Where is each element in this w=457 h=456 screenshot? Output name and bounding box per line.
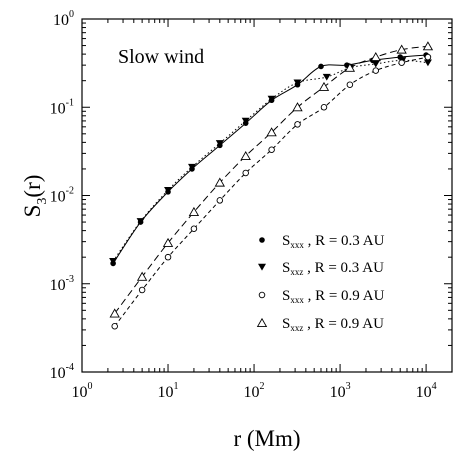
legend-label-1: Sxxx , R = 0.3 AU [282,233,385,250]
data-point-series-4 [136,271,148,281]
data-point-series-4 [109,308,120,318]
legend-entry-3: Sxxx , R = 0.9 AU [258,288,385,305]
data-point-series-3 [138,286,146,294]
legend: Sxxx , R = 0.3 AU Sxxz , R = 0.3 AU Sxxx ,… [256,233,385,333]
legend-marker-2 [258,263,266,271]
fit-line-series-2 [112,59,428,262]
legend-label-4: Sxxz , R = 0.9 AU [282,316,384,333]
data-point-series-4 [396,44,407,54]
x-axis-label: r (Mm) [233,426,300,451]
y-axis-label-sub: 3 [35,198,50,205]
data-point-series-1 [318,63,324,70]
data-point-series-3 [346,81,354,88]
data-point-series-3 [190,225,198,232]
data-point-series-2 [188,163,197,171]
y-tick-label: 10-1 [50,97,74,117]
legend-entry-4: Sxxz , R = 0.9 AU [256,316,384,333]
data-point-series-3 [268,146,275,153]
data-point-series-3 [398,59,405,66]
legend-marker-4 [256,317,268,327]
x-tick-label: 100 [72,381,93,401]
data-point-series-2 [371,60,380,68]
data-point-series-4 [422,41,434,51]
data-point-series-3 [294,121,301,128]
annotation-slow-wind: Slow wind [118,46,204,68]
data-point-series-2 [322,73,331,81]
data-point-series-2 [267,95,276,103]
y-tick-label: 10-4 [50,362,74,382]
y-tick-label: 100 [53,9,74,29]
x-tick-label: 101 [158,381,179,401]
data-point-series-3 [320,103,328,111]
y-axis-label-main: S [20,205,45,218]
legend-label-3: Sxxx , R = 0.9 AU [282,288,385,305]
data-point-series-2 [215,140,224,147]
data-point-series-3 [242,169,249,177]
legend-marker-1 [259,237,265,243]
data-point-series-3 [372,67,380,74]
data-point-series-4 [162,237,174,247]
data-point-series-4 [188,206,200,216]
data-point-series-2 [423,59,432,67]
data-points [109,41,434,330]
x-tick-label: 102 [244,381,265,401]
data-point-series-4 [318,81,330,91]
y-tick-label: 10-2 [50,186,74,206]
legend-entry-1: Sxxx , R = 0.3 AU [259,233,385,250]
data-point-series-2 [109,258,118,265]
data-point-series-2 [293,79,302,87]
axis-ticks [81,18,453,373]
y-tick-label: 10-3 [50,274,74,294]
legend-label-2: Sxxz , R = 0.3 AU [282,260,384,277]
fit-curves [112,45,429,327]
data-point-series-2 [241,117,250,125]
data-point-series-3 [216,197,224,204]
data-point-series-4 [344,62,356,72]
plot-frame [81,18,453,373]
data-point-series-2 [136,218,145,225]
x-tick-label: 103 [330,381,351,401]
data-point-series-4 [240,150,251,161]
data-point-series-3 [424,53,432,61]
data-point-series-4 [292,102,303,112]
y-axis-label: S3(r) [20,175,50,218]
axis-tick-labels: 100 101 102 103 104 10-4 10-3 10-2 10-1 100 [50,9,437,401]
y-axis-label-rest: (r) [20,175,45,198]
data-point-series-3 [111,322,118,330]
x-tick-label: 104 [416,381,437,401]
data-point-series-4 [214,177,225,187]
data-point-series-4 [266,127,277,137]
data-point-series-3 [164,253,172,261]
legend-marker-3 [258,291,266,299]
data-point-series-2 [164,186,173,194]
legend-entry-2: Sxxz , R = 0.3 AU [258,260,384,277]
data-point-series-4 [370,52,381,62]
